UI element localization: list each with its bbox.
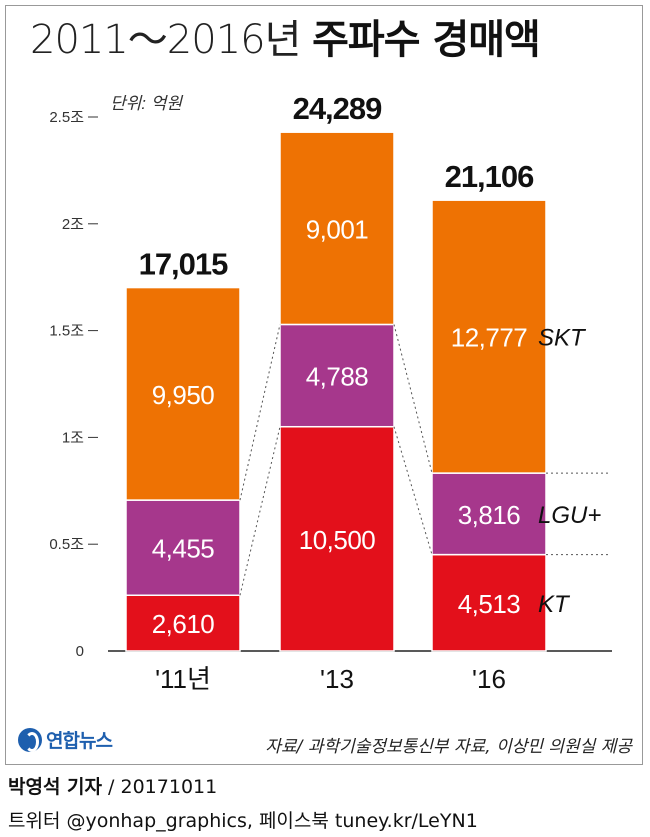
segment-value-label: 12,777: [451, 323, 528, 353]
segment-value-label: 4,455: [152, 534, 215, 564]
category-label: '16: [472, 664, 506, 694]
category-label: '11년: [155, 664, 211, 694]
segment-value-label: 3,816: [458, 500, 521, 530]
connector-dotted-line: [393, 426, 433, 555]
stacked-bar-chart: 0 0.5조 1조 1.5조 2조 2.5조 단위: 억원 2,610 4,455 9,950 17…: [49, 91, 612, 694]
chart-title: 2011～2016년 주파수 경매액: [30, 12, 541, 68]
yonhap-logo: 연합뉴스: [18, 726, 113, 753]
bar-segment-kt: [431, 553, 547, 652]
segment-value-label: 9,950: [152, 380, 215, 410]
logo-text: 연합뉴스: [46, 730, 113, 752]
y-tick-label: 1조: [62, 429, 84, 446]
connector-dotted-line: [393, 324, 433, 474]
social-links: 트위터 @yonhap_graphics, 페이스북 tuney.kr/LeYN…: [8, 810, 478, 832]
connector-dotted-line: [239, 426, 281, 596]
y-tick-label: 0: [76, 643, 84, 660]
bar-segment-lguplus: [279, 323, 395, 428]
connector-dotted-line: [239, 324, 281, 501]
title-subject: 주파수 경매액: [312, 17, 541, 63]
total-value-label: 24,289: [293, 91, 383, 126]
segment-value-label: 9,001: [306, 214, 369, 244]
bar-segment-skt: [279, 131, 395, 326]
y-tick-label: 0.5조: [49, 536, 84, 553]
y-tick-label: 2.5조: [49, 109, 84, 126]
bar-segment-skt: [125, 286, 241, 501]
source-note: 자료/ 과학기술정보통신부 자료, 이상민 의원실 제공: [265, 737, 632, 757]
segment-value-label: 4,513: [458, 589, 521, 619]
segment-value-label: 4,788: [306, 362, 369, 392]
series-label: LGU+: [538, 502, 601, 529]
unit-note: 단위: 억원: [110, 94, 183, 113]
credit-line: 박영석 기자 / 20171011: [8, 772, 217, 799]
y-tick-label: 1.5조: [49, 323, 84, 340]
segment-value-label: 2,610: [152, 609, 215, 639]
bar-segment-skt: [431, 199, 547, 474]
total-value-label: 17,015: [139, 247, 229, 282]
series-label: SKT: [538, 325, 587, 352]
y-tick-label: 2조: [62, 216, 84, 233]
bar-segment-kt: [279, 425, 395, 652]
title-period: 2011～2016년: [30, 17, 301, 63]
series-label: KT: [538, 591, 571, 618]
yonhap-logo-icon: [18, 727, 42, 752]
segment-value-label: 10,500: [299, 525, 376, 555]
reporter-name: 박영석 기자: [8, 776, 103, 798]
publish-date: / 20171011: [102, 776, 218, 798]
category-label: '13: [320, 664, 354, 694]
total-value-label: 21,106: [445, 159, 535, 194]
